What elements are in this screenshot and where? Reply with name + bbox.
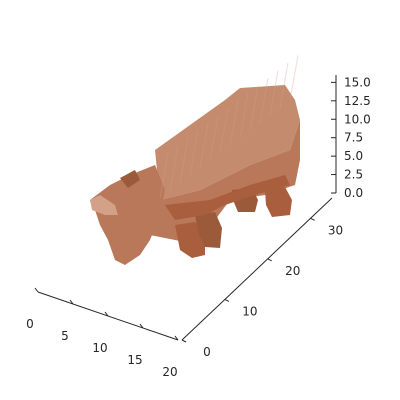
x-tick [69,299,74,305]
voxel-edge [169,145,179,191]
y-tick [310,217,315,221]
x-tick-label: 15 [127,353,142,367]
voxel-edge [199,122,209,169]
x-tick [34,287,39,293]
pig-snout [90,195,118,215]
z-tick-label: 5.0 [344,149,363,163]
z-tick-label: 7.5 [344,131,363,145]
z-tick-label: 2.5 [344,168,363,182]
voxel-edge [279,62,289,109]
voxel-edge [249,85,259,131]
voxel-edge [229,100,239,146]
voxel-edge [289,55,299,101]
x-tick-label: 5 [61,329,69,343]
voxel-edge [269,70,279,116]
z-tick-label: 15.0 [344,75,371,89]
y-ticks: 0 10 20 30 [181,217,343,359]
z-tick-label: 0.0 [344,186,363,200]
voxel-edge [179,137,189,184]
voxel-edge [219,107,229,154]
y-tick [181,339,187,343]
voxel-edge [209,115,219,161]
pig-ear [120,170,140,188]
voxel-edge [159,152,169,199]
y-tick [267,258,272,262]
x-tick [139,323,144,329]
y-tick-label: 0 [203,345,211,359]
x-tick [174,335,179,341]
pig-front-leg-far [195,212,222,248]
y-tick-label: 30 [328,223,343,237]
x-tick-label: 20 [162,365,177,379]
pig-front-leg-near [175,222,205,258]
x-tick [104,311,109,317]
voxel-edge [239,92,249,139]
z-tick-label: 12.5 [344,94,371,108]
pig-belly-shadow [165,175,290,220]
x-ticks: 0 5 10 15 20 [26,287,179,379]
pig-back-top [155,85,300,200]
y-tick-label: 10 [242,304,257,318]
voxel-edge [189,130,199,176]
y-axis-line [181,197,333,341]
axes: 0 5 10 15 20 0 10 20 30 0.0 2.5 5.0 7.5 10.0 12.5 15.… [26,75,371,379]
z-ticks: 0.0 2.5 5.0 7.5 10.0 12.5 15.0 [331,75,371,200]
pig-back-leg-near [265,187,292,217]
z-tick-label: 10.0 [344,112,371,126]
x-tick-label: 0 [26,317,34,331]
voxel-edge [259,77,269,124]
voxel-pig [90,55,300,265]
pig-head [90,165,165,265]
y-tick [224,298,230,302]
y-tick-label: 20 [285,264,300,278]
x-tick-label: 10 [92,341,107,355]
